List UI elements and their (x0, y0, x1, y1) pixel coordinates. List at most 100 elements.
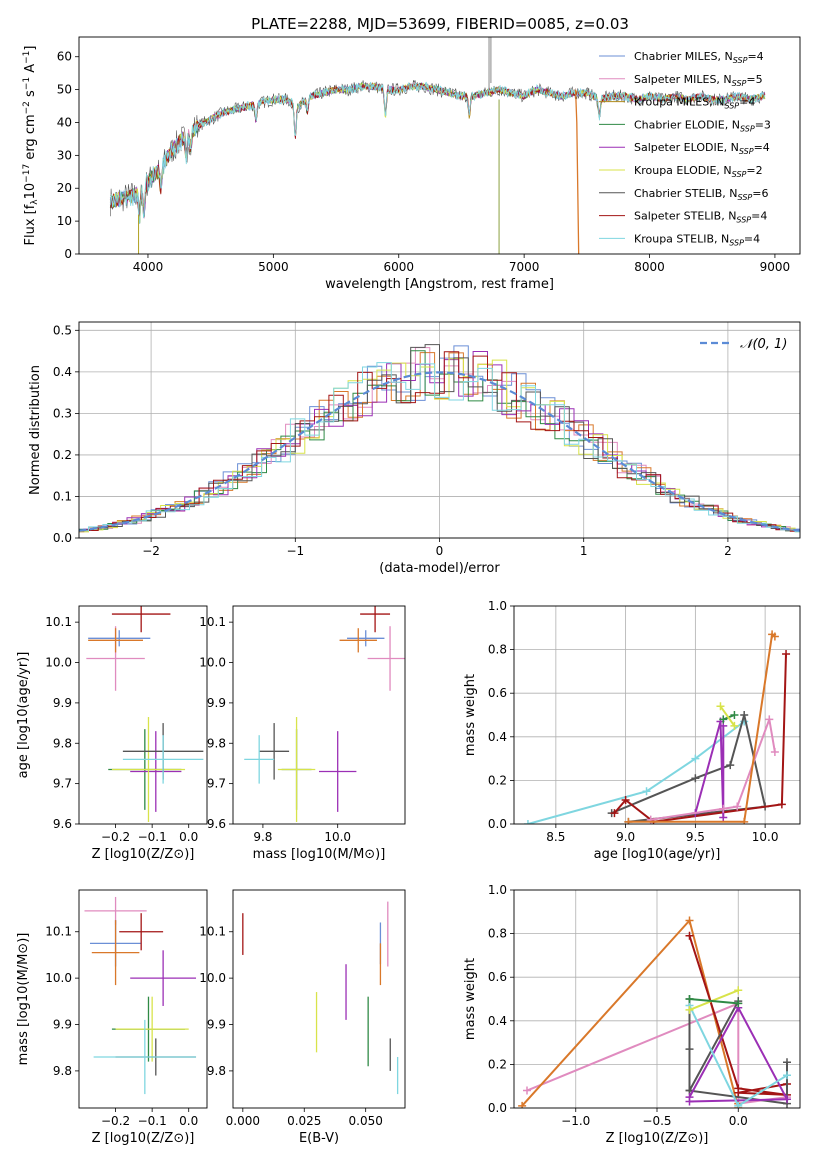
legend-label: Salpeter MILES, NSSP=5 (634, 73, 763, 88)
weight-marker (783, 1058, 791, 1067)
y-tick-label: 10 (57, 214, 72, 228)
weight-marker (733, 802, 742, 811)
legend-label: 𝒩(0, 1) (740, 337, 787, 352)
legend-label: Salpeter STELIB, NSSP=4 (634, 210, 767, 225)
weight-marker (740, 711, 749, 719)
weight-marker (734, 1101, 743, 1108)
x-axis-label: E(B-V) (299, 1131, 339, 1146)
y-tick-label: 10.0 (45, 971, 72, 985)
y-tick-label: 10.1 (199, 615, 226, 629)
weight-marker (730, 721, 739, 730)
weight-marker (691, 774, 700, 783)
weight-marker (523, 1086, 531, 1095)
x-tick-label: 8.5 (546, 830, 565, 844)
weight-marker (719, 804, 728, 813)
y-tick-label: 50 (57, 83, 72, 97)
legend-label: Chabrier ELODIE, NSSP=3 (634, 118, 771, 133)
panel-residual-histogram: −2 −1 0 1 2 0.0 0.1 0.2 0.3 0.4 0.5 𝒩(0, 1) (data-mo… (28, 321, 801, 576)
weight-marker (685, 1045, 694, 1054)
histogram-series (79, 362, 800, 533)
x-tick-label: −0.2 (101, 1114, 130, 1128)
weight-marker (642, 787, 651, 796)
weight-marker (730, 711, 739, 719)
y-tick-label: 0.6 (488, 970, 507, 984)
y-tick-label: 0.2 (488, 1057, 507, 1071)
y-axis-label: Flux [fλ10−17 erg cm−2 s−1 A−1] (22, 46, 40, 246)
y-tick-label: 0.0 (488, 1101, 507, 1115)
y-tick-label: 60 (57, 50, 72, 64)
weight-marker (782, 649, 791, 658)
axes-frame (232, 889, 406, 1109)
x-tick-label: 0.050 (349, 1114, 383, 1128)
y-tick-label: 9.9 (53, 1018, 72, 1032)
x-tick-label: 5000 (258, 260, 289, 274)
x-tick-label: 4000 (133, 260, 164, 274)
x-axis-label: mass [log10(M/M⊙)] (253, 847, 386, 862)
x-tick-label: −2 (142, 544, 160, 558)
y-tick-label: 9.9 (207, 696, 226, 710)
y-tick-label: 20 (57, 181, 72, 195)
y-tick-label: 9.6 (207, 817, 226, 831)
x-tick-label: −0.1 (138, 830, 167, 844)
x-axis-label: Z [log10(Z/Z⊙)] (606, 1131, 709, 1146)
y-tick-label: 0.4 (488, 730, 507, 744)
weight-marker (765, 715, 774, 724)
axes-frame (513, 889, 801, 1109)
x-tick-label: 8000 (634, 260, 665, 274)
x-tick-label: 0.000 (226, 1114, 260, 1128)
y-tick-label: 0.4 (488, 1014, 507, 1028)
y-tick-label: 0 (64, 247, 72, 261)
y-tick-label: 0.2 (488, 773, 507, 787)
weight-series (689, 989, 739, 1011)
weight-marker (685, 1005, 694, 1014)
legend-label: Kroupa STELIB, NSSP=4 (634, 232, 760, 247)
weight-marker (783, 1095, 791, 1104)
y-tick-label: 10.0 (45, 656, 72, 670)
spectrum-line (109, 81, 766, 224)
legend-label: Kroupa MILES, NSSP=4 (634, 96, 755, 111)
panel-mass-vs-EBV: 0.000 0.025 0.050 9.8 9.9 10.0 10.1 E(B-V) (199, 889, 406, 1146)
x-axis-label: Z [log10(Z/Z⊙)] (92, 847, 195, 862)
spike-line (574, 89, 580, 254)
y-axis-label: mass weight (463, 674, 478, 756)
weight-marker (726, 761, 735, 770)
weight-series (719, 705, 736, 727)
y-tick-label: 9.8 (53, 736, 72, 750)
weight-series (611, 714, 767, 823)
spectrum-line (110, 80, 766, 217)
panel-mass-vs-Z: −0.2 −0.1 0.0 9.8 9.9 10.0 10.1 Z [log10(Z/Z⊙)]… (16, 889, 208, 1146)
y-tick-label: 0.0 (53, 531, 72, 545)
panel-age-vs-mass: 9.8 10.0 9.6 9.7 9.8 9.9 10.0 10.1 mass [log10(M… (199, 605, 406, 862)
panel-mass-weight-vs-Z: −1.0 −0.5 0.0 0.0 0.2 0.4 0.6 0.8 1.0 Z [log10(Z/… (463, 883, 801, 1146)
y-tick-label: 10.1 (45, 925, 72, 939)
axes-frame (78, 321, 801, 539)
axes-frame (232, 605, 406, 825)
y-tick-label: 0.2 (53, 448, 72, 462)
legend-label: Chabrier MILES, NSSP=4 (634, 50, 764, 65)
axes-frame (513, 605, 801, 825)
x-axis-label: Z [log10(Z/Z⊙)] (92, 1131, 195, 1146)
weight-marker (770, 748, 779, 757)
y-tick-label: 9.8 (207, 1064, 226, 1078)
x-tick-label: −0.1 (138, 1114, 167, 1128)
x-tick-label: 9000 (760, 260, 791, 274)
y-tick-label: 0.0 (488, 817, 507, 831)
y-tick-label: 0.4 (53, 365, 72, 379)
histogram-series (79, 351, 800, 532)
weight-marker (621, 796, 630, 805)
plot-area (523, 630, 791, 824)
x-tick-label: 0.025 (287, 1114, 321, 1128)
figure-title: PLATE=2288, MJD=53699, FIBERID=0085, z=0… (251, 15, 629, 33)
x-tick-label: 10.0 (752, 830, 779, 844)
weight-marker (685, 995, 694, 1003)
y-tick-label: 1.0 (488, 599, 507, 613)
plot-area (79, 344, 800, 533)
panel-mass-weight-vs-age: 8.5 9.0 9.5 10.0 0.0 0.2 0.4 0.6 0.8 1.0 age [log1… (463, 599, 801, 862)
weight-marker (691, 754, 700, 763)
weight-marker (610, 809, 619, 818)
weight-marker (740, 817, 749, 824)
weight-marker (734, 986, 743, 995)
x-tick-label: 9.8 (253, 830, 272, 844)
x-tick-label: 10.0 (324, 830, 351, 844)
